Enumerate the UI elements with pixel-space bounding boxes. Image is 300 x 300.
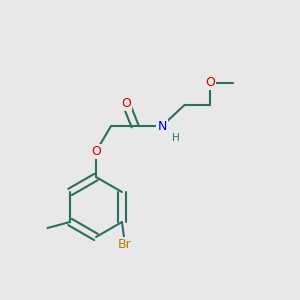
Text: N: N <box>157 119 167 133</box>
Text: O: O <box>205 76 215 89</box>
Text: H: H <box>172 133 179 142</box>
Text: Br: Br <box>118 238 132 251</box>
Text: O: O <box>121 97 131 110</box>
Text: O: O <box>91 145 101 158</box>
